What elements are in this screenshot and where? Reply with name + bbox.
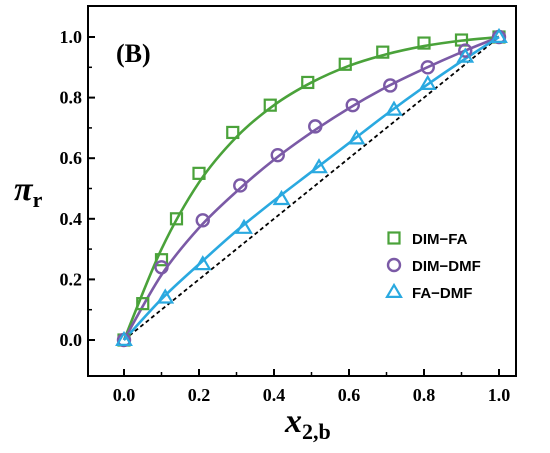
- y-tick-label: 0.8: [60, 88, 83, 108]
- triangle-series-point: [193, 255, 212, 271]
- plot-marks: [115, 27, 508, 348]
- triangle-series-point: [347, 129, 366, 145]
- y-axis-label: πr: [14, 171, 43, 212]
- x-tick-label: 0.2: [188, 385, 211, 405]
- y-tick-label: 0.0: [60, 330, 83, 350]
- x-axis-label: x2,b: [284, 403, 331, 444]
- circle-series-point: [195, 213, 210, 228]
- triangle-series-point: [115, 330, 133, 346]
- x-axis-label-sub: 2,b: [302, 419, 331, 444]
- panel-label: (B): [116, 39, 151, 68]
- square-series-point: [338, 57, 352, 71]
- legend: DIM−FA DIM−DMF FA−DMF: [385, 231, 481, 302]
- x-axis-label-main: x: [284, 403, 302, 440]
- circle-series-point: [308, 119, 323, 134]
- y-tick-label: 0.4: [60, 209, 83, 229]
- triangle-series-point: [456, 47, 475, 63]
- square-series-point: [154, 253, 169, 267]
- square-series-point: [417, 36, 431, 50]
- y-tick-label: 0.6: [60, 148, 83, 168]
- triangle-series-point: [385, 100, 403, 116]
- y-tick-label: 1.0: [60, 27, 83, 47]
- circle-series-point: [270, 147, 285, 163]
- y-tick-label: 0.2: [60, 269, 83, 289]
- legend-label: FA−DMF: [412, 285, 472, 302]
- diagonal-reference-line: [123, 36, 500, 341]
- circle-series-point: [233, 178, 248, 193]
- x-tick-label: 0.4: [263, 385, 286, 405]
- y-axis-label-main: π: [14, 171, 34, 208]
- circle-series-point: [383, 78, 398, 93]
- square-series-point: [169, 212, 184, 226]
- circle-series-point: [458, 43, 473, 58]
- circle-series-point: [154, 260, 169, 275]
- triangle-series-point: [490, 27, 508, 44]
- square-series-fit-line: [122, 35, 500, 341]
- x-tick-label: 0.6: [338, 385, 361, 405]
- square-series-point: [226, 125, 240, 140]
- square-series-point: [263, 98, 277, 112]
- triangle-series-point: [310, 158, 328, 174]
- square-series-point: [136, 297, 150, 311]
- legend-square-marker: [387, 231, 401, 245]
- axis-ticks: 0.0 0.2 0.4 0.6 0.8 1.0 0.0 0.2 0.4 0.6 0.8 1.0: [60, 27, 511, 405]
- square-series-point: [301, 75, 315, 90]
- circle-series-point: [420, 60, 435, 75]
- x-tick-label: 0.8: [413, 385, 436, 405]
- plot-frame: [87, 5, 517, 377]
- legend-triangle-marker: [385, 282, 403, 298]
- legend-circle-marker: [386, 257, 402, 273]
- x-tick-label: 1.0: [488, 385, 511, 405]
- legend-label: DIM−FA: [412, 231, 468, 248]
- x-tick-label: 0.0: [113, 385, 136, 405]
- triangle-series-point: [272, 189, 291, 206]
- square-series-point: [376, 45, 390, 59]
- square-series-point: [192, 166, 206, 180]
- y-axis-label-sub: r: [33, 187, 43, 212]
- triangle-series-point: [235, 218, 253, 234]
- circle-series-point: [345, 97, 360, 113]
- legend-label: DIM−DMF: [412, 258, 481, 275]
- triangle-series-point: [156, 288, 175, 304]
- triangle-series-point: [418, 74, 437, 90]
